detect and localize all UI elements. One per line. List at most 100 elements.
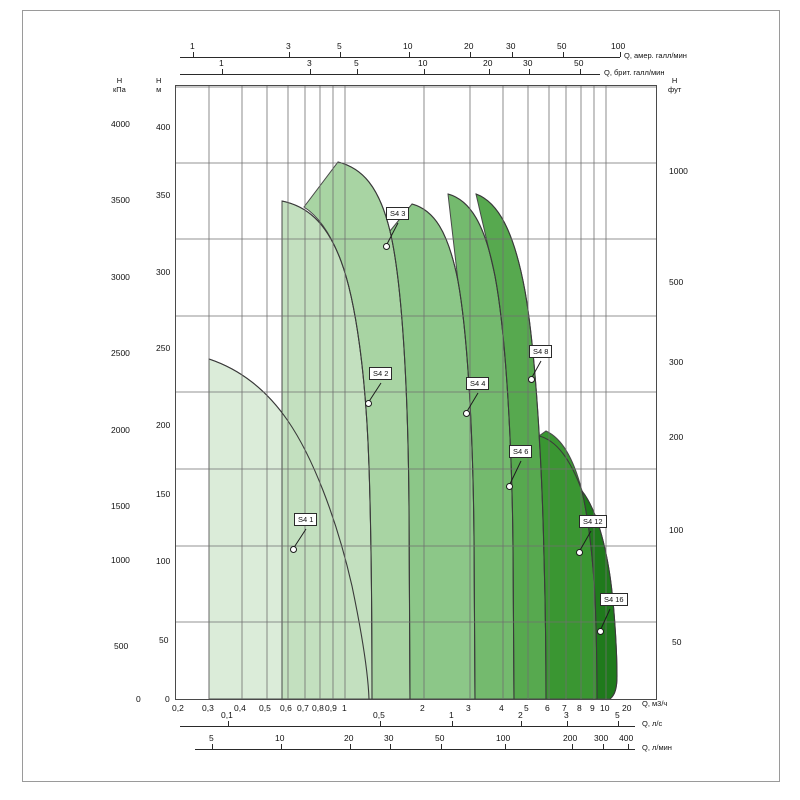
outline-s4-12 [538,435,598,700]
bottom-ls-tick-0.1 [228,721,229,726]
top-uk-label-3: 3 [307,58,312,68]
top-us-tick-100 [620,52,621,57]
ytick-m-200: 200 [156,420,171,430]
ytick-kpa-3000: 3000 [111,272,130,282]
xtick-ls-0.5: 0,5 [373,710,385,720]
ytick-kpa-1000: 1000 [111,555,130,565]
xtick-lmin-10: 10 [275,733,285,743]
callout-leaders [292,222,611,632]
top-uk-label-20: 20 [483,58,493,68]
top-us-label-100: 100 [611,41,626,51]
top-uk-tick-3 [310,69,311,74]
outline-s4-8 [475,193,547,700]
ytick-kpa-500: 500 [114,641,129,651]
ytick-m-0: 0 [165,694,170,704]
bottom-axis-lmin-label: Q, л/мин [642,743,672,752]
ytick-kpa-2500: 2500 [111,348,130,358]
top-us-label-20: 20 [464,41,474,51]
xtick-ls-2: 2 [518,710,523,720]
callout-s4-8[interactable]: S4 8 [529,345,553,358]
top-us-tick-20 [470,52,471,57]
bottom-lmin-tick-50 [441,744,442,749]
top-us-label-30: 30 [506,41,516,51]
top-us-label-5: 5 [337,41,342,51]
xtick-ls-1: 1 [449,710,454,720]
xtick-m3h-9: 9 [590,703,595,713]
left-axis-h2-symbol: H [156,76,162,85]
marker-s4-12[interactable] [576,549,583,556]
bottom-lmin-tick-300 [603,744,604,749]
xtick-lmin-30: 30 [384,733,394,743]
marker-s4-3[interactable] [383,243,390,250]
top-uk-label-10: 10 [418,58,428,68]
xtick-m3h-0.5: 0,5 [259,703,271,713]
bottom-lmin-tick-20 [350,744,351,749]
top-uk-tick-1 [222,69,223,74]
series-areas [208,161,618,700]
xtick-m3h-7: 7 [562,703,567,713]
callout-s4-4[interactable]: S4 4 [466,377,490,390]
leader-s4-16 [599,608,611,632]
left-axis-h-symbol: H [116,76,123,85]
xtick-lmin-20: 20 [344,733,354,743]
marker-s4-16[interactable] [597,628,604,635]
top-us-label-3: 3 [286,41,291,51]
leader-s4-2 [367,382,382,404]
marker-s4-2[interactable] [365,400,372,407]
grid-horizontal [176,86,656,623]
ytick-m-350: 350 [156,190,171,200]
ytick-m-300: 300 [156,267,171,277]
top-axis-us-label: Q, амер. галл/мин [624,51,687,60]
callout-s4-6[interactable]: S4 6 [509,445,533,458]
top-uk-tick-10 [424,69,425,74]
leader-s4-6 [508,460,522,487]
bottom-lmin-tick-5 [212,744,213,749]
top-uk-label-5: 5 [354,58,359,68]
ytick-kpa-0: 0 [136,694,141,704]
top-uk-label-30: 30 [523,58,533,68]
top-us-tick-5 [340,52,341,57]
ytick-ft-50: 50 [672,637,682,647]
marker-s4-8[interactable] [528,376,535,383]
top-uk-tick-20 [489,69,490,74]
marker-s4-6[interactable] [506,483,513,490]
marker-s4-1[interactable] [290,546,297,553]
leader-s4-12 [578,530,592,553]
callout-s4-2[interactable]: S4 2 [369,367,393,380]
callout-s4-3[interactable]: S4 3 [386,207,410,220]
top-us-label-50: 50 [557,41,567,51]
leader-s4-4 [465,392,479,414]
ytick-ft-300: 300 [669,357,684,367]
bottom-lmin-tick-400 [628,744,629,749]
bottom-lmin-tick-200 [572,744,573,749]
top-us-tick-50 [563,52,564,57]
xtick-m3h-0.7: 0,7 [297,703,309,713]
area-s4-12 [538,430,598,700]
bottom-ls-tick-5 [618,721,619,726]
plot-area: S4 1 S4 2 S4 3 S4 4 S4 6 S4 8 S4 12 S4 1… [175,85,657,700]
ytick-ft-200: 200 [669,432,684,442]
top-us-tick-10 [409,52,410,57]
marker-s4-4[interactable] [463,410,470,417]
ytick-kpa-2000: 2000 [111,425,130,435]
bottom-lmin-tick-100 [505,744,506,749]
ytick-ft-1000: 1000 [669,166,688,176]
bottom-ls-tick-3 [567,721,568,726]
series-outlines [208,161,618,700]
outline-s4-2 [281,200,373,700]
top-uk-tick-5 [357,69,358,74]
xtick-m3h-0.2: 0,2 [172,703,184,713]
top-axis-us-line [180,57,620,58]
callout-s4-12[interactable]: S4 12 [579,515,607,528]
callout-s4-1[interactable]: S4 1 [294,513,318,526]
xtick-lmin-100: 100 [496,733,511,743]
right-axis-ft-symbol: фут [668,85,682,94]
ytick-ft-500: 500 [669,277,684,287]
callout-s4-16[interactable]: S4 16 [600,593,628,606]
top-us-label-10: 10 [403,41,413,51]
ytick-m-50: 50 [159,635,169,645]
leader-s4-3 [385,222,399,247]
